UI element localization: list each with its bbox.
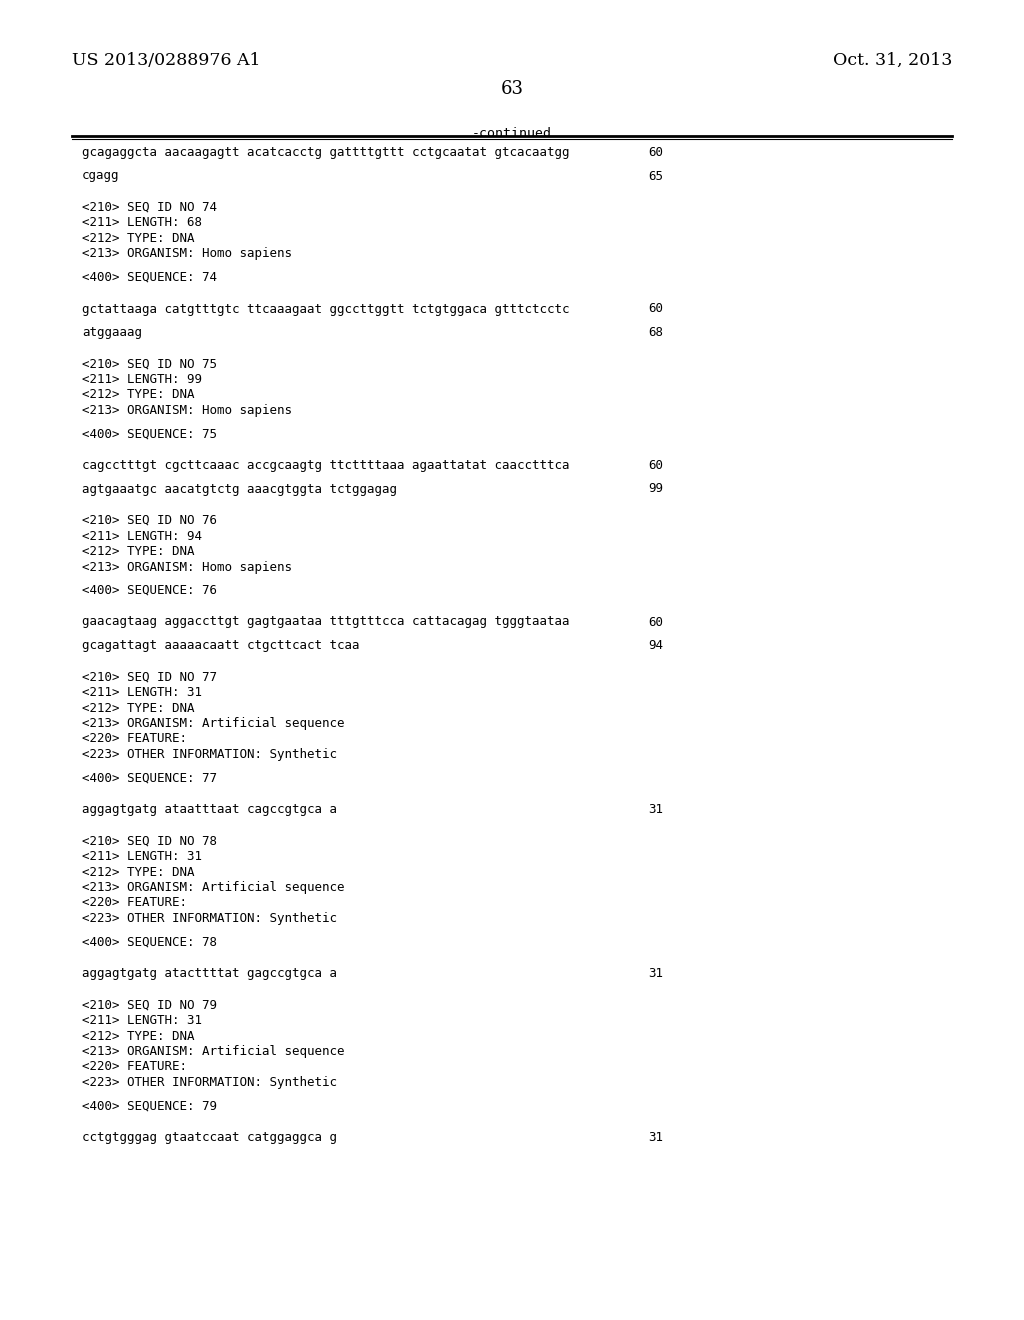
- Text: gcagaggcta aacaagagtt acatcacctg gattttgttt cctgcaatat gtcacaatgg: gcagaggcta aacaagagtt acatcacctg gattttg…: [82, 147, 569, 158]
- Text: <220> FEATURE:: <220> FEATURE:: [82, 733, 187, 746]
- Text: <211> LENGTH: 31: <211> LENGTH: 31: [82, 686, 202, 700]
- Text: 60: 60: [648, 147, 663, 158]
- Text: <212> TYPE: DNA: <212> TYPE: DNA: [82, 1030, 195, 1043]
- Text: <211> LENGTH: 31: <211> LENGTH: 31: [82, 850, 202, 863]
- Text: <213> ORGANISM: Artificial sequence: <213> ORGANISM: Artificial sequence: [82, 880, 344, 894]
- Text: <223> OTHER INFORMATION: Synthetic: <223> OTHER INFORMATION: Synthetic: [82, 912, 337, 925]
- Text: 65: 65: [648, 169, 663, 182]
- Text: <210> SEQ ID NO 78: <210> SEQ ID NO 78: [82, 834, 217, 847]
- Text: <212> TYPE: DNA: <212> TYPE: DNA: [82, 545, 195, 558]
- Text: 99: 99: [648, 483, 663, 495]
- Text: <211> LENGTH: 31: <211> LENGTH: 31: [82, 1014, 202, 1027]
- Text: <400> SEQUENCE: 77: <400> SEQUENCE: 77: [82, 771, 217, 784]
- Text: Oct. 31, 2013: Oct. 31, 2013: [833, 51, 952, 69]
- Text: US 2013/0288976 A1: US 2013/0288976 A1: [72, 51, 260, 69]
- Text: <210> SEQ ID NO 77: <210> SEQ ID NO 77: [82, 671, 217, 684]
- Text: <210> SEQ ID NO 76: <210> SEQ ID NO 76: [82, 513, 217, 527]
- Text: 31: 31: [648, 1131, 663, 1144]
- Text: <213> ORGANISM: Artificial sequence: <213> ORGANISM: Artificial sequence: [82, 1045, 344, 1059]
- Text: gaacagtaag aggaccttgt gagtgaataa tttgtttcca cattacagag tgggtaataa: gaacagtaag aggaccttgt gagtgaataa tttgttt…: [82, 615, 569, 628]
- Text: <220> FEATURE:: <220> FEATURE:: [82, 1060, 187, 1073]
- Text: 60: 60: [648, 302, 663, 315]
- Text: 60: 60: [648, 459, 663, 473]
- Text: <210> SEQ ID NO 79: <210> SEQ ID NO 79: [82, 998, 217, 1011]
- Text: <213> ORGANISM: Homo sapiens: <213> ORGANISM: Homo sapiens: [82, 248, 292, 260]
- Text: <211> LENGTH: 94: <211> LENGTH: 94: [82, 529, 202, 543]
- Text: <213> ORGANISM: Artificial sequence: <213> ORGANISM: Artificial sequence: [82, 717, 344, 730]
- Text: <211> LENGTH: 68: <211> LENGTH: 68: [82, 216, 202, 230]
- Text: <212> TYPE: DNA: <212> TYPE: DNA: [82, 866, 195, 879]
- Text: gcagattagt aaaaacaatt ctgcttcact tcaa: gcagattagt aaaaacaatt ctgcttcact tcaa: [82, 639, 359, 652]
- Text: <213> ORGANISM: Homo sapiens: <213> ORGANISM: Homo sapiens: [82, 404, 292, 417]
- Text: <213> ORGANISM: Homo sapiens: <213> ORGANISM: Homo sapiens: [82, 561, 292, 573]
- Text: <211> LENGTH: 99: <211> LENGTH: 99: [82, 374, 202, 385]
- Text: <400> SEQUENCE: 79: <400> SEQUENCE: 79: [82, 1100, 217, 1113]
- Text: <212> TYPE: DNA: <212> TYPE: DNA: [82, 388, 195, 401]
- Text: <223> OTHER INFORMATION: Synthetic: <223> OTHER INFORMATION: Synthetic: [82, 748, 337, 762]
- Text: agtgaaatgc aacatgtctg aaacgtggta tctggagag: agtgaaatgc aacatgtctg aaacgtggta tctggag…: [82, 483, 397, 495]
- Text: aggagtgatg atacttttat gagccgtgca a: aggagtgatg atacttttat gagccgtgca a: [82, 968, 337, 979]
- Text: <210> SEQ ID NO 74: <210> SEQ ID NO 74: [82, 201, 217, 214]
- Text: <400> SEQUENCE: 75: <400> SEQUENCE: 75: [82, 428, 217, 441]
- Text: 31: 31: [648, 968, 663, 979]
- Text: aggagtgatg ataatttaat cagccgtgca a: aggagtgatg ataatttaat cagccgtgca a: [82, 803, 337, 816]
- Text: 68: 68: [648, 326, 663, 339]
- Text: <400> SEQUENCE: 78: <400> SEQUENCE: 78: [82, 936, 217, 949]
- Text: gctattaaga catgtttgtc ttcaaagaat ggccttggtt tctgtggaca gtttctcctc: gctattaaga catgtttgtc ttcaaagaat ggccttg…: [82, 302, 569, 315]
- Text: <212> TYPE: DNA: <212> TYPE: DNA: [82, 701, 195, 714]
- Text: 63: 63: [501, 81, 523, 98]
- Text: <220> FEATURE:: <220> FEATURE:: [82, 896, 187, 909]
- Text: -continued: -continued: [472, 127, 552, 140]
- Text: <400> SEQUENCE: 74: <400> SEQUENCE: 74: [82, 271, 217, 284]
- Text: <223> OTHER INFORMATION: Synthetic: <223> OTHER INFORMATION: Synthetic: [82, 1076, 337, 1089]
- Text: cagcctttgt cgcttcaaac accgcaagtg ttcttttaaa agaattatat caacctttca: cagcctttgt cgcttcaaac accgcaagtg ttctttt…: [82, 459, 569, 473]
- Text: 60: 60: [648, 615, 663, 628]
- Text: atggaaag: atggaaag: [82, 326, 142, 339]
- Text: <400> SEQUENCE: 76: <400> SEQUENCE: 76: [82, 583, 217, 597]
- Text: 94: 94: [648, 639, 663, 652]
- Text: <212> TYPE: DNA: <212> TYPE: DNA: [82, 232, 195, 246]
- Text: cctgtgggag gtaatccaat catggaggca g: cctgtgggag gtaatccaat catggaggca g: [82, 1131, 337, 1144]
- Text: <210> SEQ ID NO 75: <210> SEQ ID NO 75: [82, 358, 217, 371]
- Text: cgagg: cgagg: [82, 169, 120, 182]
- Text: 31: 31: [648, 803, 663, 816]
